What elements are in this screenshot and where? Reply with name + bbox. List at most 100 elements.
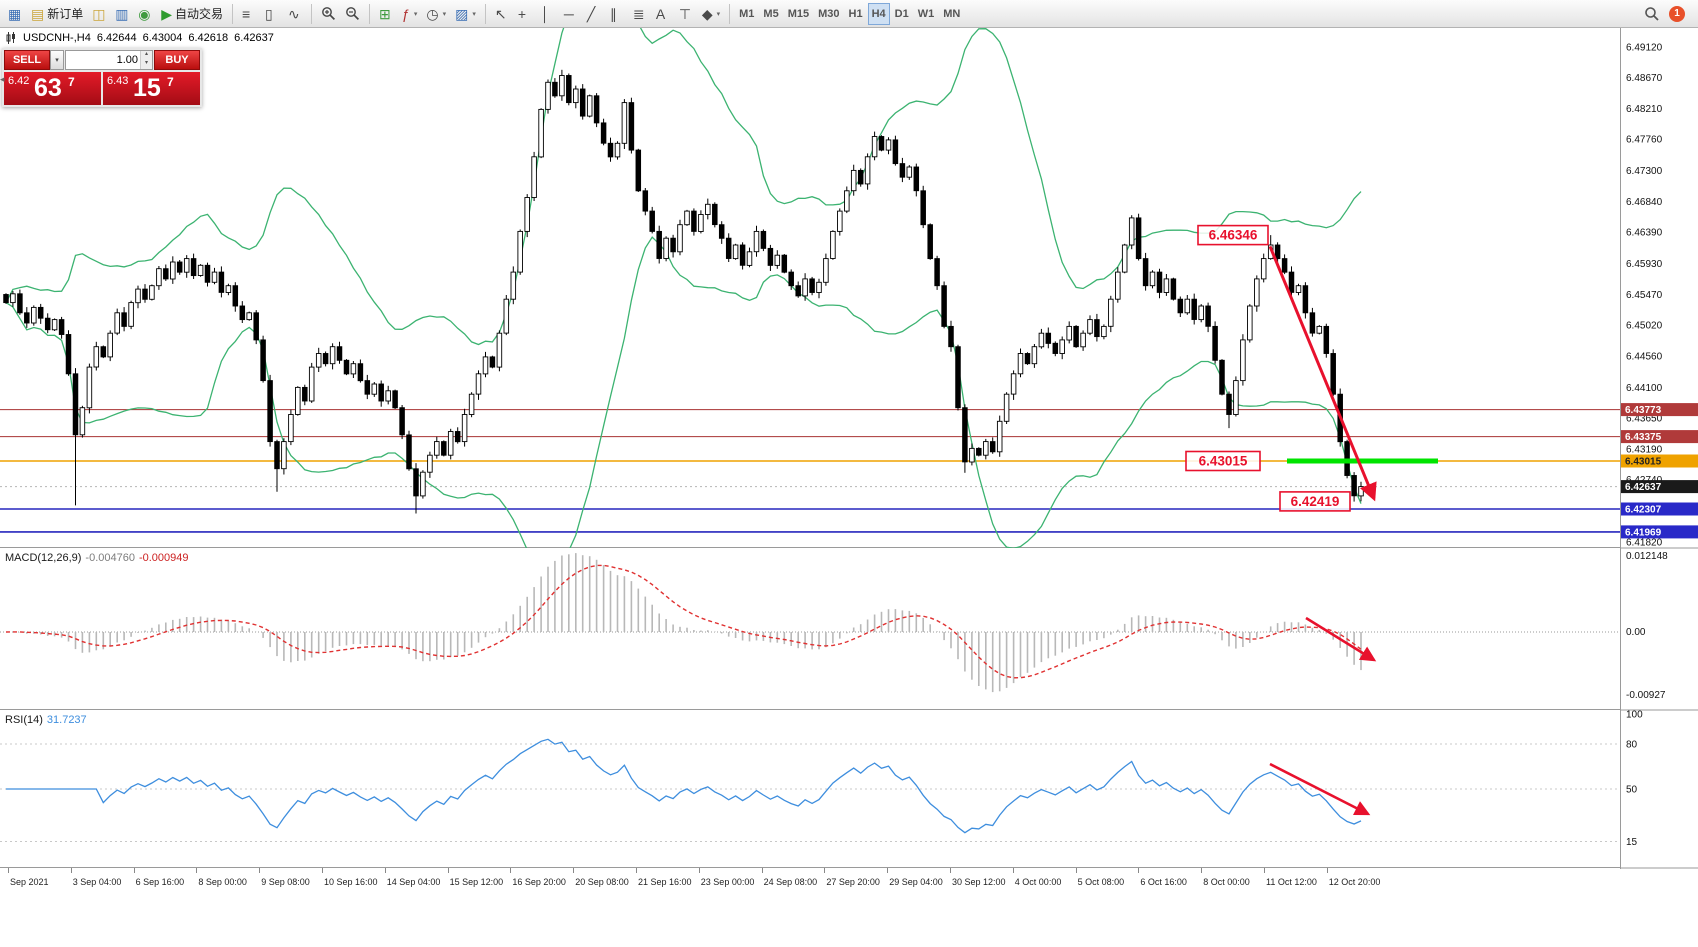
fibonacci-icon[interactable]: ≣ — [629, 3, 651, 25]
periods-icon[interactable]: ◷ ▾ — [422, 3, 450, 25]
macd-histogram — [12, 553, 1362, 693]
price-tag: 6.41969 — [1621, 525, 1698, 539]
time-label: 16 Sep 20:00 — [512, 877, 566, 887]
trendline-icon[interactable]: ╱ — [583, 3, 605, 25]
sell-price-prefix: 6.42 — [8, 75, 30, 87]
templates-icon-dropdown[interactable]: ▾ — [472, 10, 476, 18]
indicators-icon: ƒ — [402, 5, 410, 22]
time-axis[interactable]: Sep 2021 3 Sep 04:00 6 Sep 16:00 8 Sep 00:0… — [0, 868, 1698, 894]
timeframe-m1[interactable]: M1 — [735, 3, 758, 25]
templates-icon[interactable]: ▨ ▾ — [451, 3, 480, 25]
line-chart-icon[interactable]: ∿ — [284, 3, 306, 25]
svg-text:6.48670: 6.48670 — [1626, 73, 1663, 84]
tile-windows-icon: ⊞ — [379, 5, 391, 22]
timeframe-m15[interactable]: M15 — [784, 3, 813, 25]
horizontal-line-icon[interactable]: ─ — [560, 3, 582, 25]
search-icon[interactable] — [1644, 6, 1660, 22]
main-chart-canvas[interactable]: 6.46346 6.43015 6.42419 — [0, 0, 1620, 585]
volume-down-icon[interactable]: ▾ — [141, 60, 152, 69]
price-axis[interactable]: 6.49120 6.48670 6.48210 6.47760 6.47300 6.468… — [1620, 28, 1698, 869]
time-label: 30 Sep 12:00 — [952, 877, 1006, 887]
timeframe-m5[interactable]: M5 — [759, 3, 782, 25]
candlestick-chart-icon[interactable]: ▯ — [261, 3, 283, 25]
timeframe-d1[interactable]: D1 — [891, 3, 913, 25]
crosshair-icon[interactable]: + — [514, 3, 536, 25]
time-label: 4 Oct 00:00 — [1014, 877, 1062, 887]
timeframe-h4[interactable]: H4 — [867, 2, 890, 25]
shapes-icon[interactable]: ◆ ▾ — [698, 3, 724, 25]
zoom-out-icon[interactable] — [341, 3, 364, 25]
volume-up-icon[interactable]: ▴ — [141, 51, 152, 60]
text-icon[interactable]: A — [652, 3, 674, 25]
label-icon[interactable]: ⊤ — [675, 3, 697, 25]
indicators-icon-dropdown[interactable]: ▾ — [413, 10, 418, 18]
rsi-title: RSI(14) 31.7237 — [5, 714, 87, 726]
shapes-icon-dropdown[interactable]: ▾ — [716, 10, 721, 18]
timeframe-w1[interactable]: W1 — [914, 3, 939, 25]
new-order-button-label: 新订单 — [47, 7, 84, 21]
tile-windows-icon[interactable]: ⊞ — [375, 3, 397, 25]
svg-text:6.43773: 6.43773 — [1625, 405, 1662, 416]
sell-price-display[interactable]: 6.42 63 7 — [4, 72, 101, 105]
rsi-value: 31.7237 — [46, 714, 87, 726]
time-label: 14 Sep 04:00 — [386, 877, 441, 887]
time-tick — [1138, 868, 1140, 873]
svg-text:100: 100 — [1626, 710, 1643, 721]
timeframe-m15-label: M15 — [787, 7, 810, 20]
periods-icon-dropdown[interactable]: ▾ — [442, 10, 447, 18]
fibonacci-icon: ≣ — [632, 5, 645, 22]
volume-input[interactable] — [66, 51, 140, 69]
navigator-icon[interactable]: ▥ — [111, 3, 133, 25]
auto-trading-button[interactable]: ▶ 自动交易 — [157, 3, 227, 25]
price-axis-canvas: 6.49120 6.48670 6.48210 6.47760 6.47300 6.468… — [1621, 43, 1698, 869]
toolbar-separator — [311, 3, 313, 24]
time-tick — [8, 868, 9, 873]
refresh-icon[interactable]: ◉ — [134, 3, 156, 25]
macd-canvas[interactable] — [0, 548, 1620, 710]
timeframe-mn[interactable]: MN — [939, 3, 964, 25]
cursor-icon[interactable]: ↖ — [491, 3, 513, 25]
timeframe-h1[interactable]: H1 — [845, 3, 867, 25]
crosshair-icon: + — [517, 5, 527, 22]
new-chart-icon[interactable]: ▦ — [4, 3, 26, 25]
svg-text:6.42637: 6.42637 — [1625, 482, 1662, 493]
time-label: 12 Oct 20:00 — [1328, 877, 1381, 887]
rsi-canvas[interactable] — [0, 710, 1620, 868]
time-label: 24 Sep 08:00 — [763, 877, 818, 887]
toolbar-separator — [729, 3, 731, 24]
timeframe-m30[interactable]: M30 — [814, 3, 843, 25]
time-tick — [1201, 868, 1203, 873]
time-label: 8 Oct 00:00 — [1203, 877, 1250, 887]
vertical-line-icon: │ — [540, 5, 550, 22]
channel-icon[interactable]: ∥ — [606, 3, 628, 25]
auto-trading-button-label: 自动交易 — [175, 7, 224, 21]
market-watch-icon[interactable]: ◫ — [88, 3, 110, 25]
macd-name: MACD(12,26,9) — [5, 552, 82, 564]
zoom-in-icon[interactable] — [317, 3, 340, 25]
volume-field[interactable]: ▴ ▾ — [65, 50, 153, 70]
vertical-line-icon[interactable]: │ — [537, 3, 559, 25]
rsi-name: RSI(14) — [5, 714, 43, 726]
time-label: 3 Sep 04:00 — [72, 877, 122, 887]
svg-text:6.46346: 6.46346 — [1209, 228, 1258, 243]
order-options-dropdown-icon[interactable]: ▾ — [50, 50, 64, 70]
buy-button[interactable]: BUY — [154, 50, 200, 70]
macd-panel[interactable]: MACD(12,26,9) -0.004760 -0.000949 — [0, 548, 1620, 710]
time-tick — [573, 868, 575, 873]
bar-chart-icon[interactable]: ≡ — [238, 3, 260, 25]
svg-text:6.47760: 6.47760 — [1626, 135, 1663, 146]
toolbar: ▦ ▤ 新订单 ◫ ▥ ◉ ▶ 自动交易 ≡ ▯ ∿ ⊞ ƒ ▾ ◷ ▾ ▨ ▾ ↖ + │ ─ ╱ ∥ ≣ A ⊤ ◆ ▾ M1 M5 M1… — [0, 0, 1698, 28]
rsi-panel[interactable]: RSI(14) 31.7237 — [0, 710, 1620, 868]
new-order-button[interactable]: ▤ 新订单 — [27, 3, 87, 25]
svg-text:6.43190: 6.43190 — [1626, 445, 1663, 456]
sell-button[interactable]: SELL — [4, 50, 50, 70]
buy-price-display[interactable]: 6.43 15 7 — [103, 72, 200, 105]
main-chart-panel[interactable]: 6.46346 6.43015 6.42419 USDCNH-,H4 6.42644… — [0, 0, 1620, 585]
navigator-icon: ▥ — [115, 5, 129, 22]
notification-badge[interactable]: 1 — [1669, 5, 1685, 22]
quote-panel-collapse-icon[interactable]: ◂ — [0, 74, 5, 84]
toolbar-separator — [369, 3, 371, 24]
low-value: 6.42618 — [188, 32, 229, 44]
new-chart-icon: ▦ — [8, 5, 22, 22]
indicators-icon[interactable]: ƒ ▾ — [398, 3, 421, 25]
